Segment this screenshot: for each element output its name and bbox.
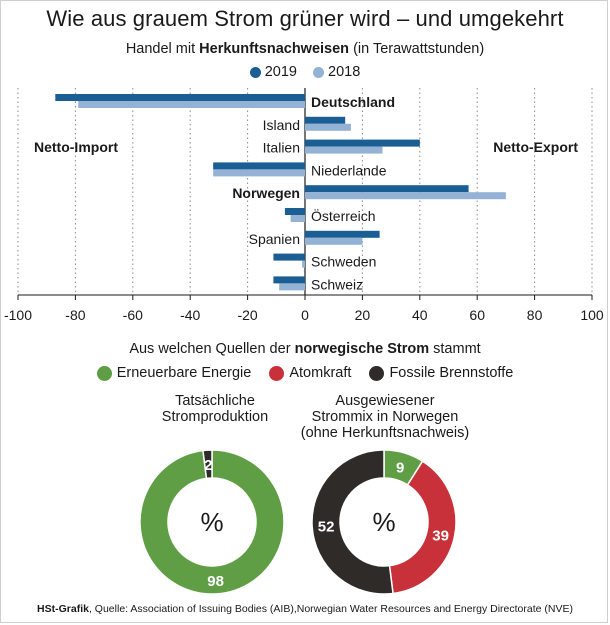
subtitle-prefix: Handel mit xyxy=(125,41,200,57)
legend-label-2018: 2018 xyxy=(328,64,361,80)
category-label: Island xyxy=(263,117,300,133)
donut-title-line: Strommix in Norwegen xyxy=(311,409,459,425)
year-legend: 2019 2018 xyxy=(0,64,610,82)
footer-credit: HSt-Grafik xyxy=(37,603,89,615)
x-tick-label: 0 xyxy=(301,307,309,323)
footer-source: , Quelle: Association of Issuing Bodies … xyxy=(88,603,573,615)
x-tick-label: 60 xyxy=(469,307,485,323)
x-tick-label: 100 xyxy=(580,307,604,323)
legend-swatch-2018 xyxy=(313,66,325,78)
x-tick-label: -80 xyxy=(65,307,85,323)
category-label: Norwegen xyxy=(232,185,300,201)
x-tick-label: 20 xyxy=(355,307,371,323)
x-tick-label: -60 xyxy=(123,307,143,323)
x-tick-label: -100 xyxy=(4,307,32,323)
bar-2019 xyxy=(284,208,305,215)
donut-slice xyxy=(202,449,213,480)
donut-slice xyxy=(388,460,457,595)
bar-2019 xyxy=(273,253,305,261)
source-footer: HSt-Grafik, Quelle: Association of Issui… xyxy=(0,603,610,615)
subtitle-suffix: (in Terawattstunden) xyxy=(349,41,485,57)
trade-bar-chart: -100 -80 -60 -40 -20 0 20 40 60 80 100 Netto-Import… xyxy=(4,88,604,323)
donut-center-label: % xyxy=(372,507,395,537)
bar-2019 xyxy=(273,276,305,284)
legend-item-fossil: Fossile Brennstoffe xyxy=(369,365,513,381)
bar-2018 xyxy=(302,260,305,268)
donut-title-line: (ohne Herkunftsnachweis) xyxy=(300,425,470,441)
category-label: Spanien xyxy=(249,231,300,247)
donut-strommix: 9 39 52% xyxy=(311,449,457,595)
donut-title-mix: Ausgewiesener Strommix in Norwegen (ohne… xyxy=(275,393,495,441)
legend-label-2019: 2019 xyxy=(264,64,297,80)
donut-title-line: Tatsächliche xyxy=(175,393,255,409)
donut-value-label: 98 xyxy=(207,573,224,590)
legend-label-nuclear: Atomkraft xyxy=(289,365,352,381)
bar-2018 xyxy=(290,215,305,222)
netto-import-label: Netto-Import xyxy=(34,139,118,155)
donut-value-label: 39 xyxy=(432,528,449,545)
bar-2018 xyxy=(78,101,306,108)
bar-2019 xyxy=(305,139,420,147)
legend-swatch-2019 xyxy=(249,66,261,78)
bar-2018 xyxy=(305,237,363,245)
x-tick-label: -40 xyxy=(180,307,200,323)
category-label: Italien xyxy=(263,140,300,156)
bar-2019 xyxy=(305,185,469,193)
bar-2018 xyxy=(305,123,351,131)
bar-2018 xyxy=(305,146,383,154)
chart-subtitle: Handel mit Herkunftsnachweisen (in Teraw… xyxy=(0,41,610,57)
netto-export-label: Netto-Export xyxy=(493,139,578,155)
x-tick-label: -20 xyxy=(237,307,257,323)
bar-2019 xyxy=(305,230,380,238)
section-prefix: Aus welchen Quellen der xyxy=(129,341,295,357)
bar-2019 xyxy=(305,116,346,124)
section-title: Aus welchen Quellen der norwegische Stro… xyxy=(0,341,610,357)
subtitle-bold: Herkunftsnachweisen xyxy=(199,41,350,57)
legend-label-fossil: Fossile Brennstoffe xyxy=(389,365,514,381)
legend-item-nuclear: Atomkraft xyxy=(269,365,351,381)
x-tick-label: 40 xyxy=(412,307,428,323)
donut-value-label: 2 xyxy=(204,457,212,474)
donut-value-label: 9 xyxy=(396,459,404,476)
category-label: Deutschland xyxy=(311,94,395,110)
donut-slice xyxy=(139,449,285,595)
legend-item-2018: 2018 xyxy=(313,64,360,80)
source-legend: Erneuerbare Energie Atomkraft Fossile Br… xyxy=(0,365,610,385)
donut-title-line: Stromproduktion xyxy=(161,409,269,425)
bar-2018 xyxy=(305,192,506,200)
donut-center-label: % xyxy=(200,507,223,537)
legend-swatch-nuclear xyxy=(269,365,285,381)
legend-item-2019: 2019 xyxy=(249,64,297,80)
donut-value-label: 52 xyxy=(318,519,335,536)
section-suffix: stammt xyxy=(429,341,481,357)
category-label: Österreich xyxy=(311,207,376,224)
bar-2018 xyxy=(213,169,305,177)
bar-2018 xyxy=(279,283,305,291)
donut-slice xyxy=(311,449,394,595)
donut-title-production: Tatsächliche Stromproduktion xyxy=(115,393,315,425)
legend-item-renewable: Erneuerbare Energie xyxy=(96,365,252,381)
category-label: Schweiz xyxy=(311,276,363,292)
legend-swatch-fossil xyxy=(369,365,385,381)
legend-swatch-renewable xyxy=(96,365,112,381)
bar-2019 xyxy=(55,94,306,101)
legend-label-renewable: Erneuerbare Energie xyxy=(116,365,252,381)
category-label: Schweden xyxy=(311,254,376,270)
category-label: Niederlande xyxy=(311,162,387,178)
bar-2019 xyxy=(213,162,305,170)
chart-title: Wie aus grauem Strom grüner wird – und u… xyxy=(46,6,564,31)
donut-production: 98 2% xyxy=(139,449,285,595)
x-tick-label: 80 xyxy=(527,307,543,323)
section-bold: norwegische Strom xyxy=(294,341,430,357)
donut-title-line: Ausgewiesener xyxy=(335,393,435,409)
